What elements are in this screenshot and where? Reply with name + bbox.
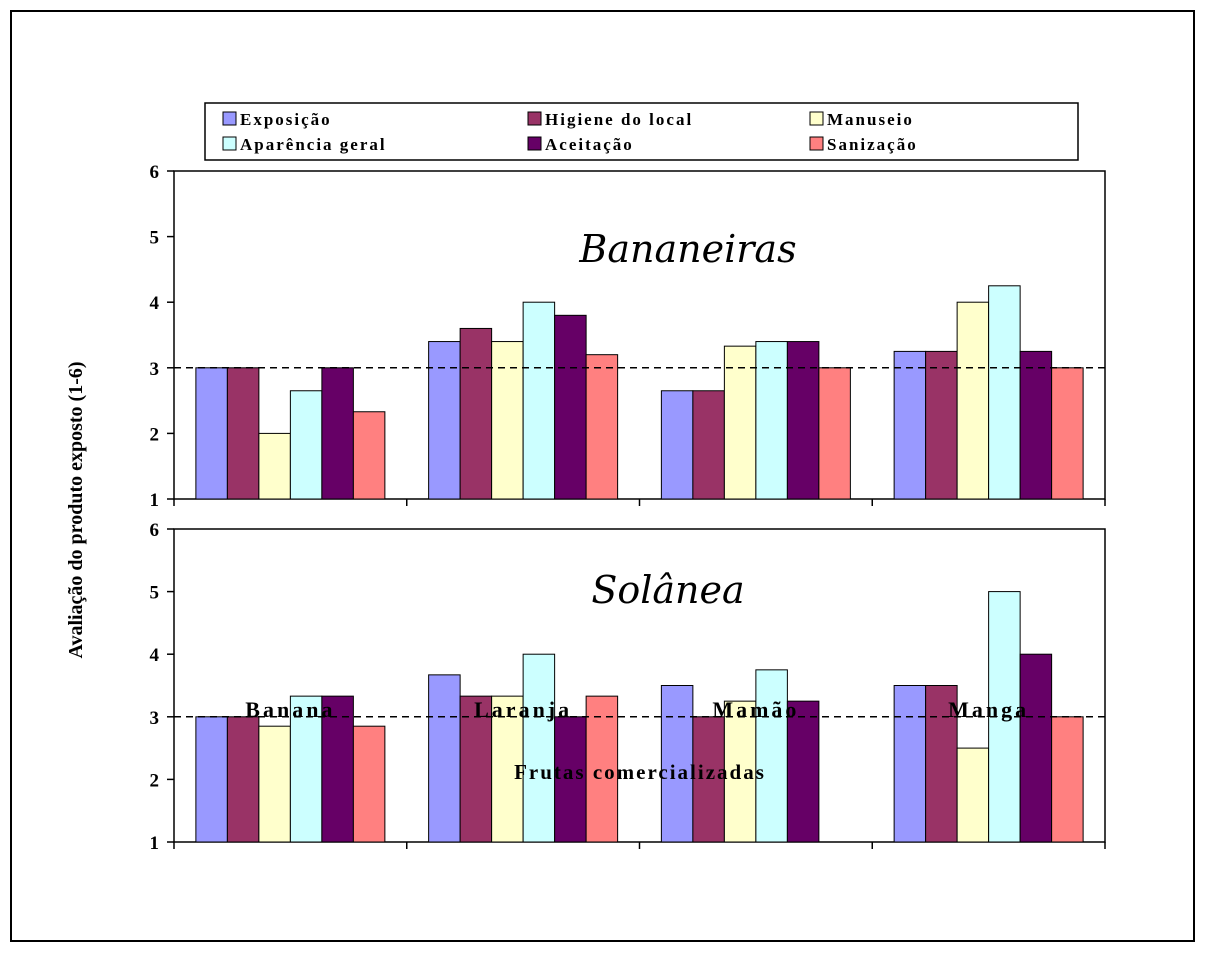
y-tick-label: 3 bbox=[150, 708, 160, 729]
bar-higiene-do-local-manga bbox=[925, 350, 958, 500]
bar-aparência-geral-manga bbox=[988, 285, 1021, 500]
bar-manuseio-manga bbox=[956, 747, 990, 843]
legend-swatch bbox=[222, 111, 237, 126]
bar-exposição-manga bbox=[893, 350, 927, 500]
x-category-label: Laranja bbox=[474, 697, 572, 722]
bar-sanização-laranja bbox=[585, 695, 619, 843]
bar-aceitação-manga bbox=[1019, 653, 1053, 843]
bar-higiene-do-local-manga bbox=[925, 685, 958, 843]
y-tick-label: 6 bbox=[150, 520, 160, 541]
bar-higiene-do-local-mamão bbox=[692, 390, 725, 500]
legend-item: Manuseio bbox=[809, 110, 914, 129]
bar-aceitação-laranja bbox=[554, 314, 587, 500]
bar-aceitação-mamão bbox=[786, 341, 820, 500]
panel-1: 1 2 3 4 5 6 Bananeiras bbox=[150, 162, 1106, 511]
bar-aparência-geral-banana bbox=[289, 390, 323, 500]
bar-sanização-banana bbox=[352, 411, 386, 500]
bar-aceitação-mamão bbox=[786, 700, 820, 843]
legend-swatch bbox=[527, 111, 542, 126]
bar-manuseio-laranja bbox=[491, 341, 524, 500]
bar-higiene-do-local-laranja bbox=[459, 327, 493, 500]
bar-manuseio-mamão bbox=[723, 700, 757, 843]
bar-higiene-do-local-mamão bbox=[692, 716, 725, 843]
bar-aparência-geral-laranja bbox=[522, 653, 556, 843]
y-tick-label: 5 bbox=[150, 228, 160, 249]
legend-label: Exposição bbox=[240, 110, 332, 129]
panel-title: Solânea bbox=[591, 568, 744, 612]
legend-swatch bbox=[809, 111, 824, 126]
y-tick-label: 1 bbox=[150, 833, 160, 854]
legend-label: Aparência geral bbox=[240, 135, 387, 154]
y-tick-label: 5 bbox=[150, 583, 160, 604]
legend-label: Manuseio bbox=[827, 110, 914, 129]
bar-aparência-geral-mamão bbox=[755, 341, 788, 500]
legend-box bbox=[204, 102, 1079, 161]
bar-aceitação-laranja bbox=[554, 716, 587, 843]
y-tick-label: 6 bbox=[150, 162, 160, 183]
bar-higiene-do-local-banana bbox=[226, 716, 260, 843]
bar-sanização-laranja bbox=[585, 354, 619, 500]
bar-aceitação-manga bbox=[1019, 350, 1053, 500]
bar-manuseio-laranja bbox=[491, 695, 524, 843]
bar-exposição-banana bbox=[195, 367, 228, 500]
x-category-label: Mamão bbox=[712, 697, 799, 722]
bar-sanização-mamão bbox=[818, 367, 851, 500]
legend-item: Sanização bbox=[809, 135, 918, 154]
legend-item: Exposição bbox=[222, 110, 332, 129]
bar-manuseio-manga bbox=[956, 301, 990, 500]
bar-aceitação-banana bbox=[321, 695, 354, 843]
bar-manuseio-banana bbox=[258, 432, 291, 500]
y-tick-label: 4 bbox=[150, 293, 160, 314]
legend-item: Higiene do local bbox=[527, 110, 693, 129]
bar-exposição-laranja bbox=[428, 341, 461, 500]
bar-higiene-do-local-banana bbox=[226, 367, 260, 500]
y-axis-label: Avaliação do produto exposto (1-6) bbox=[65, 361, 87, 658]
bar-exposição-laranja bbox=[428, 674, 461, 843]
y-tick-label: 4 bbox=[150, 645, 160, 666]
bar-sanização-manga bbox=[1051, 367, 1084, 500]
legend: Exposição Higiene do local Manuseio Aparênc… bbox=[204, 102, 1079, 161]
y-tick-label: 3 bbox=[150, 359, 160, 380]
bar-exposição-banana bbox=[195, 716, 228, 843]
legend-label: Aceitação bbox=[545, 135, 634, 154]
bar-aceitação-banana bbox=[321, 367, 354, 500]
x-category-label: Banana bbox=[245, 697, 335, 722]
bar-sanização-manga bbox=[1051, 716, 1084, 843]
legend-swatch bbox=[527, 136, 542, 151]
bar-higiene-do-local-laranja bbox=[459, 695, 493, 843]
x-category-label: Manga bbox=[948, 697, 1029, 722]
bar-aparência-geral-banana bbox=[289, 695, 323, 843]
legend-swatch bbox=[222, 136, 237, 151]
y-tick-label: 2 bbox=[150, 770, 160, 791]
bar-sanização-banana bbox=[352, 725, 386, 843]
y-tick-label: 2 bbox=[150, 424, 160, 445]
panel-2: 1 2 3 4 5 6 Solânea bbox=[150, 520, 1106, 854]
bar-manuseio-mamão bbox=[723, 345, 757, 500]
x-axis-label: Frutas comercializadas bbox=[514, 760, 766, 784]
legend-swatch bbox=[809, 136, 824, 151]
bar-aparência-geral-mamão bbox=[755, 669, 788, 843]
bar-aparência-geral-laranja bbox=[522, 301, 556, 500]
panel-title: Bananeiras bbox=[578, 227, 796, 271]
legend-item: Aparência geral bbox=[222, 135, 387, 154]
bar-exposição-manga bbox=[893, 685, 927, 843]
legend-item: Aceitação bbox=[527, 135, 634, 154]
bar-exposição-mamão bbox=[660, 390, 694, 500]
legend-label: Sanização bbox=[827, 135, 918, 154]
bar-manuseio-banana bbox=[258, 725, 291, 843]
legend-label: Higiene do local bbox=[545, 110, 693, 129]
y-tick-label: 1 bbox=[150, 490, 160, 511]
